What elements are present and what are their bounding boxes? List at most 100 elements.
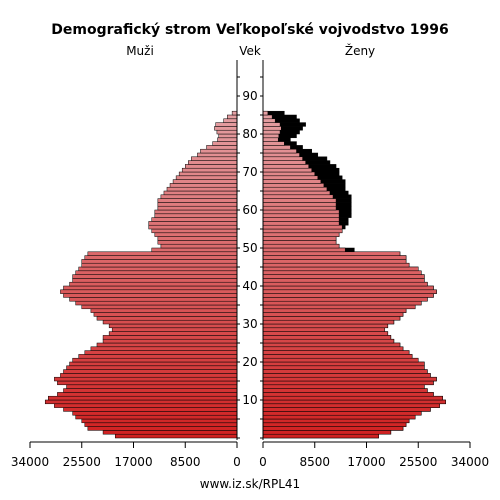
male-bar bbox=[78, 354, 238, 359]
female-bar bbox=[262, 221, 340, 226]
age-tick-label: 60 bbox=[242, 203, 257, 217]
male-bar bbox=[72, 274, 238, 279]
female-bar bbox=[262, 289, 437, 294]
female-bar bbox=[262, 327, 386, 332]
male-bar bbox=[157, 236, 238, 241]
female-bar bbox=[262, 228, 343, 234]
male-bar bbox=[60, 373, 238, 378]
female-bar bbox=[262, 186, 328, 192]
male-bar bbox=[157, 240, 238, 245]
male-bar bbox=[102, 335, 238, 340]
female-bar bbox=[262, 190, 331, 196]
male-bar bbox=[218, 133, 238, 139]
male-bar bbox=[60, 289, 238, 294]
female-bar bbox=[262, 342, 401, 348]
footer-source: www.iz.sk/RPL41 bbox=[200, 477, 300, 491]
female-bar bbox=[262, 259, 407, 264]
male-bar bbox=[81, 262, 238, 268]
female-bar bbox=[262, 110, 269, 116]
male-bar bbox=[44, 399, 238, 405]
male-bar bbox=[66, 365, 238, 370]
male-bar bbox=[216, 129, 238, 135]
chart-title: Demografický strom Veľkopoľské vojvodstv… bbox=[51, 22, 448, 38]
male-bar bbox=[57, 392, 238, 397]
x-tick-label-left: 25500 bbox=[63, 455, 101, 469]
male-bar bbox=[63, 388, 238, 393]
female-bar bbox=[262, 209, 340, 215]
female-bar bbox=[262, 137, 279, 142]
female-bar bbox=[262, 331, 389, 336]
male-bar bbox=[102, 338, 238, 344]
female-bar bbox=[262, 152, 300, 158]
male-bar bbox=[69, 361, 238, 367]
male-bar bbox=[157, 202, 238, 207]
male-bar bbox=[87, 251, 238, 256]
female-bar bbox=[262, 392, 434, 397]
female-bar bbox=[262, 251, 401, 256]
male-bar bbox=[227, 114, 238, 120]
male-bar bbox=[172, 179, 238, 184]
male-bar bbox=[108, 331, 238, 336]
male-bar bbox=[178, 171, 238, 177]
male-bar bbox=[81, 259, 238, 264]
x-tick-label-left: 8500 bbox=[170, 455, 201, 469]
female-bar bbox=[262, 422, 407, 427]
female-bar bbox=[262, 236, 337, 241]
age-tick-label: 70 bbox=[242, 165, 257, 179]
female-bar bbox=[262, 384, 425, 389]
male-bar bbox=[191, 156, 238, 161]
age-tick-label: 50 bbox=[242, 241, 257, 255]
male-bar bbox=[66, 384, 238, 389]
female-bar bbox=[262, 194, 334, 199]
male-bar bbox=[215, 122, 238, 127]
left-group-label: Muži bbox=[126, 44, 154, 58]
female-bar bbox=[262, 232, 340, 237]
female-bar bbox=[262, 407, 431, 412]
male-bar bbox=[160, 194, 238, 199]
male-bar bbox=[169, 183, 238, 188]
female-bar bbox=[262, 179, 322, 184]
female-bar bbox=[262, 213, 340, 218]
female-bar bbox=[262, 323, 389, 329]
male-bar bbox=[197, 152, 238, 158]
male-bar bbox=[163, 190, 238, 196]
male-bar bbox=[212, 141, 238, 146]
age-tick-label: 10 bbox=[242, 393, 257, 407]
male-bar bbox=[102, 319, 238, 325]
female-bar bbox=[262, 156, 303, 161]
male-bar bbox=[54, 376, 238, 382]
female-bar bbox=[262, 141, 285, 146]
age-tick-label: 20 bbox=[242, 355, 257, 369]
female-bar bbox=[262, 247, 346, 253]
female-bar bbox=[262, 335, 392, 340]
male-bar bbox=[63, 369, 238, 374]
female-bar bbox=[262, 183, 325, 188]
female-bar bbox=[262, 365, 425, 370]
male-bar bbox=[63, 293, 238, 298]
female-bar bbox=[262, 164, 309, 169]
male-bar bbox=[185, 164, 238, 169]
male-bar bbox=[90, 308, 238, 313]
male-bar bbox=[223, 118, 238, 123]
female-bar bbox=[262, 243, 340, 249]
female-bar bbox=[262, 388, 428, 393]
female-bar bbox=[262, 133, 280, 139]
male-bar bbox=[69, 281, 238, 287]
age-tick-label: 80 bbox=[242, 127, 257, 141]
age-tick-label: 40 bbox=[242, 279, 257, 293]
male-bar bbox=[90, 346, 238, 351]
female-bar bbox=[262, 316, 401, 321]
female-bar bbox=[262, 148, 297, 154]
male-bar bbox=[154, 209, 238, 215]
male-bar bbox=[81, 304, 238, 310]
female-bar bbox=[262, 361, 425, 367]
male-bar bbox=[200, 148, 238, 154]
male-bar bbox=[108, 323, 238, 329]
male-bar bbox=[57, 380, 238, 386]
female-bar bbox=[262, 145, 291, 150]
x-tick-label-right: 34000 bbox=[451, 455, 489, 469]
female-bar bbox=[262, 126, 282, 131]
female-bar bbox=[262, 160, 306, 165]
female-bar bbox=[262, 418, 410, 424]
